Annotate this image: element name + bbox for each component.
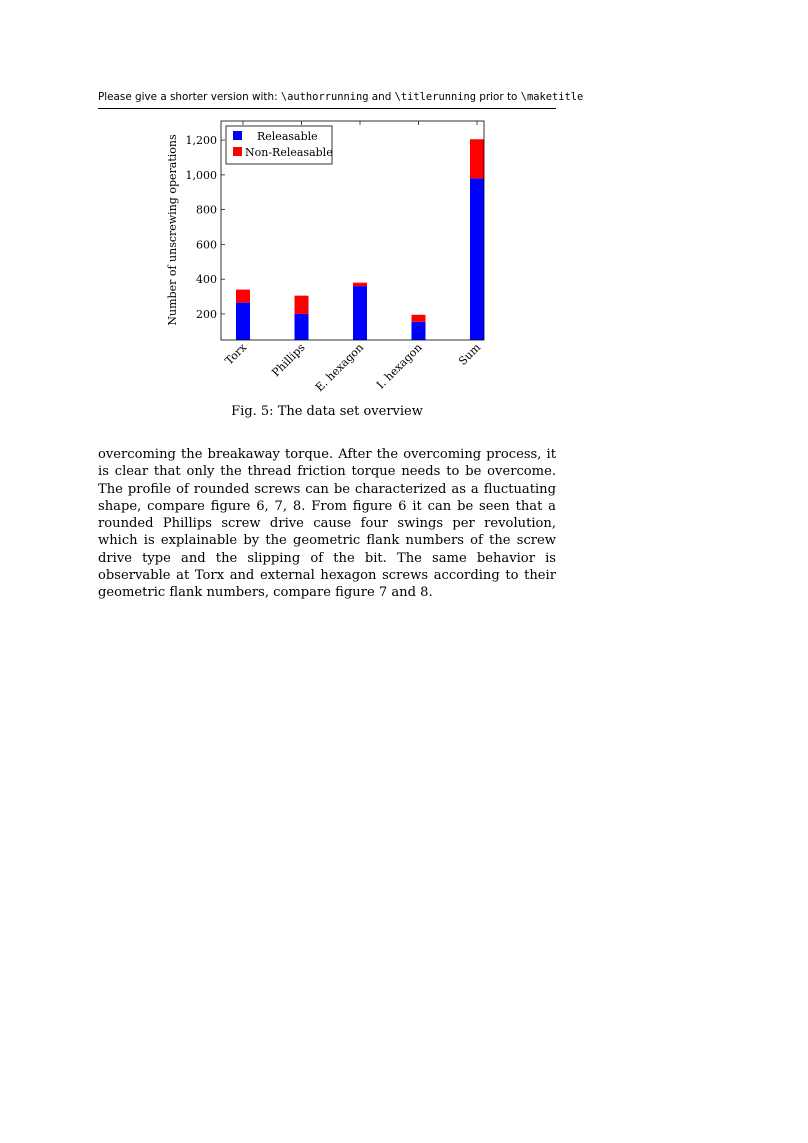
- y-tick-label: 400: [196, 273, 217, 286]
- y-tick-label: 1,200: [186, 134, 218, 147]
- legend-label-non-releasable: Non-Releasable: [245, 146, 333, 159]
- x-tick-label-torx: Torx: [223, 340, 250, 367]
- running-head-text-1: Please give a shorter version with:: [98, 91, 281, 103]
- bar-non-releasable-i-hexagon: [411, 314, 426, 322]
- figure-caption: Fig. 5: The data set overview: [231, 404, 423, 419]
- bar-releasable-e-hexagon: [353, 286, 367, 340]
- y-tick-label: 1,000: [186, 169, 218, 182]
- x-tick-label-sum: Sum: [456, 341, 483, 368]
- legend-box: [225, 125, 333, 165]
- bar-non-releasable-torx: [236, 289, 250, 303]
- x-tick-label-phillips: Phillips: [269, 341, 308, 380]
- running-head: Please give a shorter version with: \aut…: [98, 91, 583, 103]
- legend: Releasable Non-Releasable: [225, 125, 333, 165]
- bar-releasable-torx: [236, 302, 250, 340]
- bar-non-releasable-phillips: [294, 295, 309, 314]
- running-head-text-3: prior to: [475, 91, 521, 103]
- legend-label-releasable: Releasable: [257, 130, 318, 143]
- bar-non-releasable-e-hexagon: [353, 282, 367, 287]
- bar-releasable-sum: [470, 178, 484, 340]
- running-head-command-1: \authorrunning: [280, 91, 369, 103]
- header-rule: [98, 108, 556, 109]
- y-tick-label: 600: [196, 238, 217, 251]
- running-head-command-2: \titlerunning: [394, 91, 476, 103]
- x-tick-label-i-hexagon: I. hexagon: [374, 341, 425, 392]
- y-axis-tick-labels: 200 400 600 800 1,000 1,200: [186, 134, 218, 321]
- y-tick-label: 800: [196, 204, 217, 217]
- stacked-bar-chart: 200 400 600 800 1,000 1,200 Torx Phillips E. he…: [166, 120, 485, 394]
- running-head-text-2: and: [368, 91, 395, 103]
- running-head-command-3: \maketitle: [520, 91, 584, 103]
- bar-non-releasable-sum: [470, 139, 484, 179]
- legend-swatch-non-releasable: [233, 147, 242, 156]
- legend-swatch-releasable: [233, 131, 242, 140]
- y-tick-label: 200: [196, 308, 217, 321]
- bar-releasable-i-hexagon: [411, 321, 426, 340]
- bar-releasable-phillips: [294, 313, 309, 340]
- x-axis-tick-labels: Torx Phillips E. hexagon I. hexagon Sum: [223, 340, 484, 394]
- x-tick-label-e-hexagon: E. hexagon: [313, 341, 366, 394]
- plot-frame: [220, 120, 485, 341]
- bars: [236, 139, 484, 340]
- y-axis-title: Number of unscrewing operations: [166, 134, 179, 326]
- y-axis-ticks: [221, 139, 484, 315]
- body-paragraph: overcoming the breakaway torque. After t…: [98, 447, 556, 601]
